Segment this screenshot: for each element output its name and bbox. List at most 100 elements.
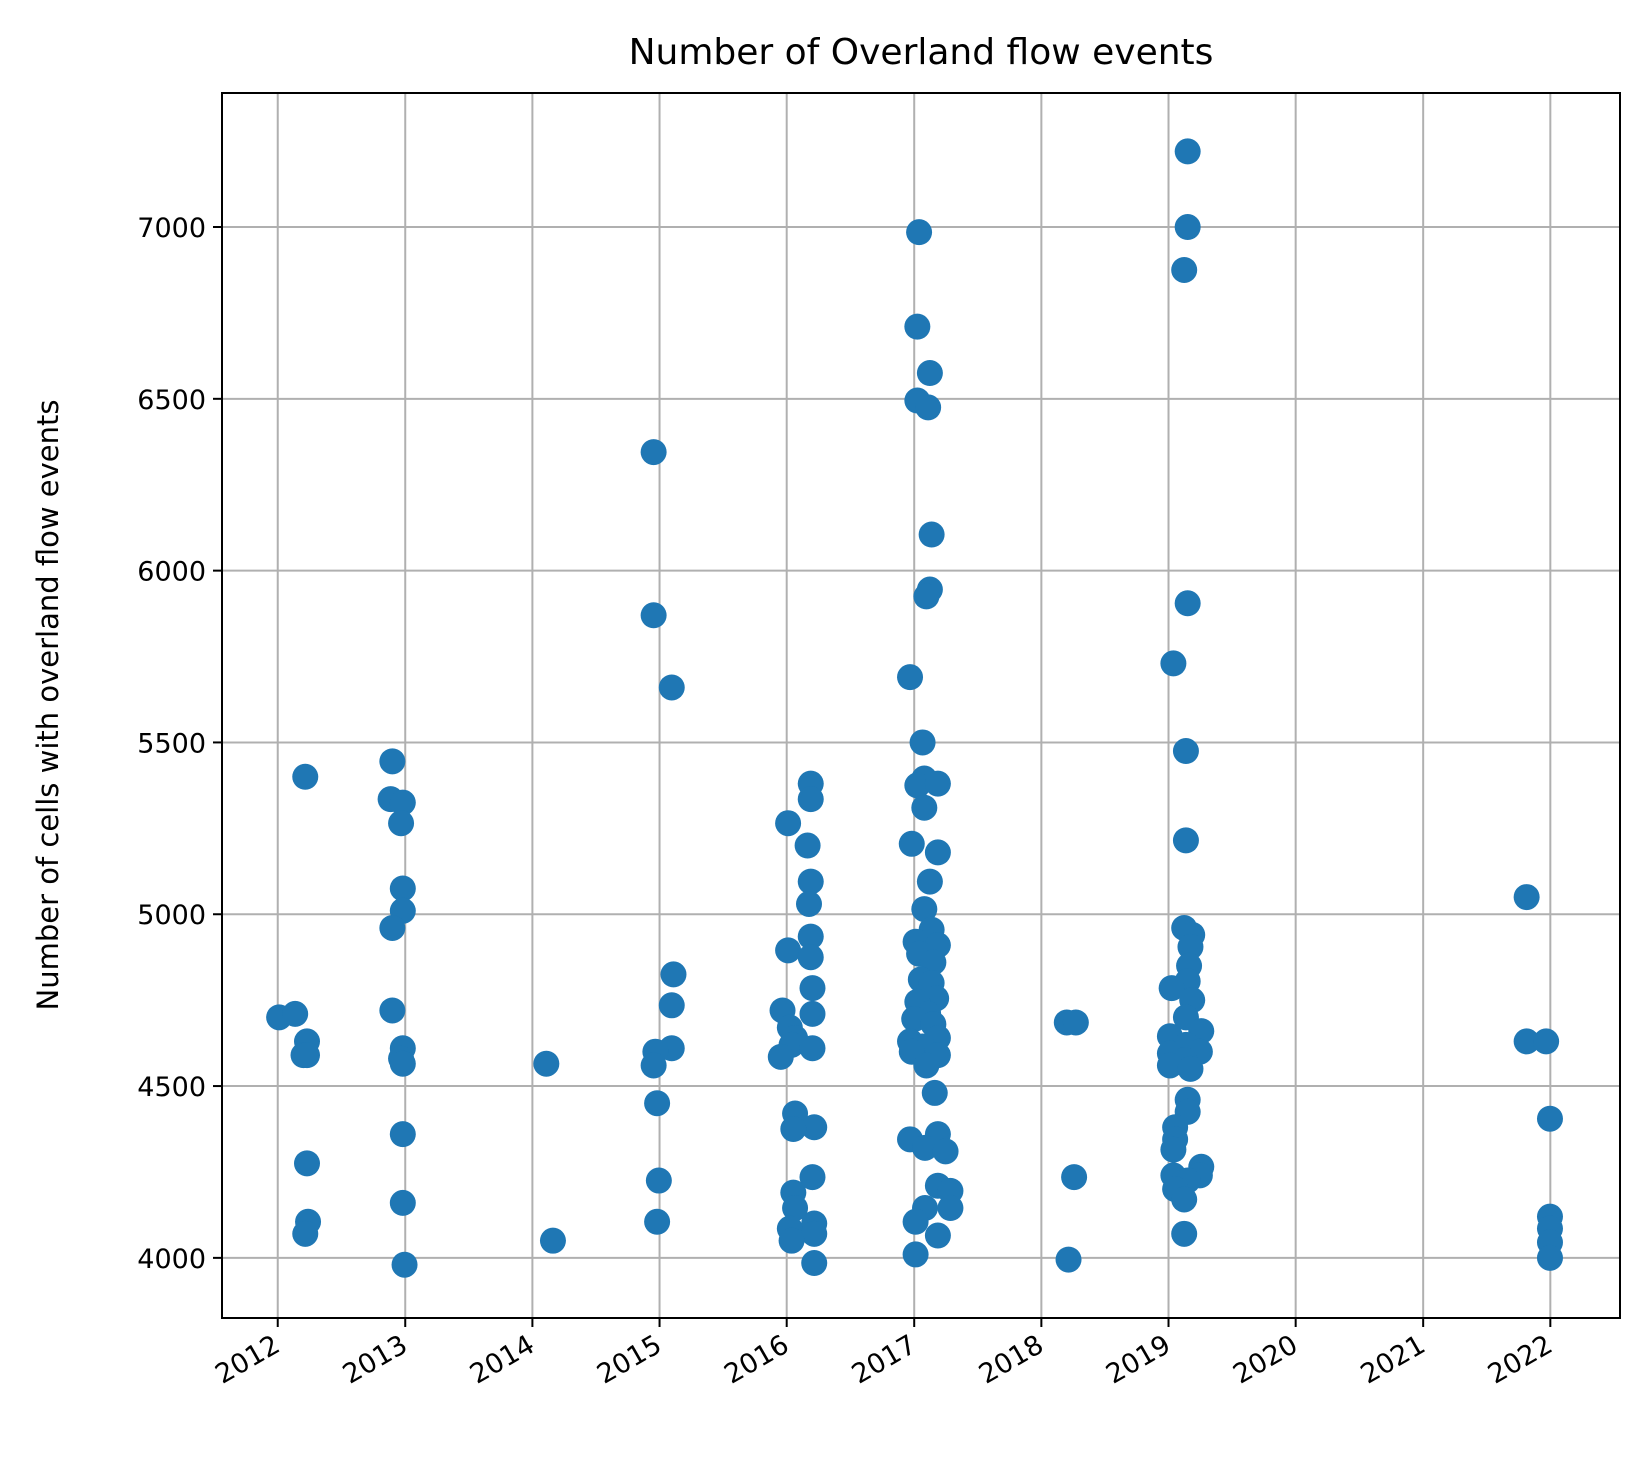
data-point: [916, 360, 943, 387]
data-point: [658, 992, 685, 1019]
data-point: [916, 868, 943, 895]
data-point: [775, 937, 802, 964]
data-point: [801, 1250, 828, 1277]
data-point: [911, 794, 938, 821]
data-point: [389, 789, 416, 816]
data-point: [640, 1052, 667, 1079]
data-point: [924, 1222, 951, 1249]
data-point: [799, 1164, 826, 1191]
data-point: [391, 1251, 418, 1278]
data-point: [797, 923, 824, 950]
y-axis-ticks: 4000 4500 5000 5500 6000 6500 7000: [137, 213, 222, 1275]
data-point: [640, 602, 667, 629]
chart-title: Number of Overland flow events: [629, 32, 1214, 73]
data-point: [640, 439, 667, 466]
y-tick-label: 5500: [137, 728, 206, 759]
data-point: [799, 1000, 826, 1027]
data-point: [794, 832, 821, 859]
y-tick-label: 7000: [137, 213, 206, 244]
data-point: [780, 1116, 807, 1143]
data-point: [388, 810, 415, 837]
y-tick-label: 4000: [137, 1244, 206, 1275]
data-point: [1513, 884, 1540, 911]
data-point: [921, 1079, 948, 1106]
y-axis-label: Number of cells with overland flow event…: [31, 399, 65, 1010]
data-point: [797, 944, 824, 971]
data-point: [898, 830, 925, 857]
data-point: [767, 1043, 794, 1070]
data-point: [292, 763, 319, 790]
data-point: [797, 786, 824, 813]
data-point: [644, 1090, 671, 1117]
data-point: [801, 1220, 828, 1247]
data-point: [1160, 650, 1187, 677]
data-points: [266, 138, 1563, 1278]
y-tick-label: 5000: [137, 900, 206, 931]
data-point: [1174, 590, 1201, 617]
data-point: [902, 1208, 929, 1235]
data-point: [782, 1195, 809, 1222]
data-point: [292, 1220, 319, 1247]
data-point: [1061, 1164, 1088, 1191]
data-point: [644, 1208, 671, 1235]
data-point: [1536, 1105, 1563, 1132]
data-point: [911, 896, 938, 923]
data-point: [645, 1167, 672, 1194]
data-point: [799, 1035, 826, 1062]
data-point: [924, 770, 951, 797]
data-point: [801, 1114, 828, 1141]
data-point: [902, 1241, 929, 1268]
data-point: [1177, 933, 1204, 960]
y-tick-label: 6500: [137, 385, 206, 416]
data-point: [918, 521, 945, 548]
data-point: [1171, 256, 1198, 283]
data-point: [539, 1227, 566, 1254]
data-point: [660, 961, 687, 988]
data-point: [912, 1134, 939, 1161]
data-point: [799, 975, 826, 1002]
data-point: [1174, 214, 1201, 241]
data-point: [1513, 1028, 1540, 1055]
data-point: [924, 839, 951, 866]
data-point: [1160, 1136, 1187, 1163]
data-point: [797, 868, 824, 895]
data-point: [533, 1050, 560, 1077]
data-point: [1174, 138, 1201, 165]
data-point: [904, 772, 931, 799]
plot-frame: [221, 92, 1621, 1319]
data-point: [1533, 1028, 1560, 1055]
data-point: [1536, 1244, 1563, 1271]
data-point: [1062, 1009, 1089, 1036]
data-point: [389, 875, 416, 902]
data-point: [282, 1000, 309, 1027]
data-point: [1156, 1052, 1183, 1079]
data-point: [379, 748, 406, 775]
data-point: [913, 583, 940, 610]
data-point: [379, 997, 406, 1024]
data-point: [1171, 1186, 1198, 1213]
data-point: [775, 810, 802, 837]
data-point: [389, 1050, 416, 1077]
data-point: [294, 1042, 321, 1069]
data-point: [389, 1189, 416, 1216]
data-point: [1172, 738, 1199, 765]
data-point: [904, 313, 931, 340]
data-point: [1158, 975, 1185, 1002]
data-point: [379, 914, 406, 941]
data-point: [1177, 1055, 1204, 1082]
y-tick-label: 6000: [137, 557, 206, 588]
data-point: [932, 1138, 959, 1165]
data-point: [906, 219, 933, 246]
data-point: [658, 674, 685, 701]
data-point: [915, 394, 942, 421]
data-point: [778, 1227, 805, 1254]
data-point: [913, 1052, 940, 1079]
data-point: [1171, 1220, 1198, 1247]
data-point: [909, 729, 936, 756]
data-point: [937, 1195, 964, 1222]
data-point: [795, 890, 822, 917]
data-point: [897, 664, 924, 691]
